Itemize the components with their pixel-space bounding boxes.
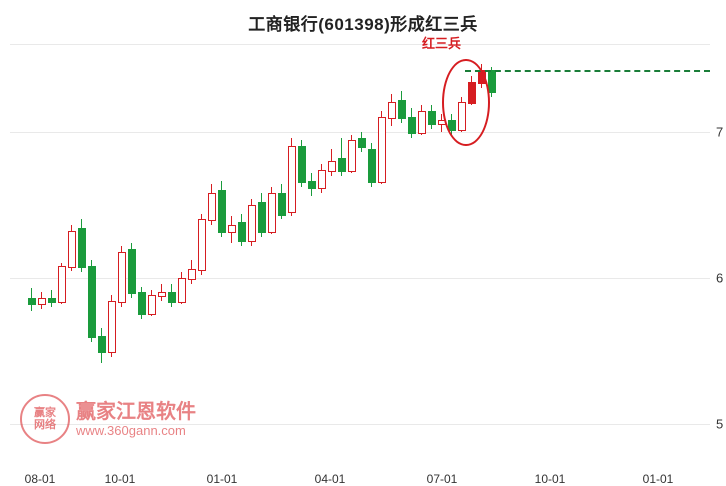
candle-body	[188, 269, 196, 280]
watermark: 赢家 网络 赢家江恩软件 www.360gann.com	[20, 394, 196, 444]
candle-body	[58, 266, 66, 304]
candle-body	[268, 193, 276, 234]
candle-body	[368, 149, 376, 184]
candle-body	[218, 190, 226, 234]
candle-body	[408, 117, 416, 134]
candle-body	[278, 193, 286, 216]
watermark-brand: 赢家江恩软件	[76, 400, 196, 423]
x-tick-label: 01-01	[642, 472, 674, 486]
candlestick-chart: 工商银行(601398)形成红三兵 红三兵 5 6 7 08-01 10-01 01-0…	[10, 15, 724, 486]
candle-wick	[341, 137, 342, 176]
x-tick-label: 10-01	[104, 472, 136, 486]
candle-body	[398, 99, 406, 120]
y-tick-label: 7	[716, 124, 724, 140]
candle-body	[78, 228, 86, 269]
candle-body	[388, 102, 396, 120]
candle-body	[178, 277, 186, 304]
pattern-label: 红三兵	[422, 35, 462, 51]
candle-body	[138, 292, 146, 315]
y-tick-label: 5	[716, 416, 724, 432]
candle-body	[118, 251, 126, 304]
candle-body	[48, 298, 56, 304]
x-tick-label: 08-01	[24, 472, 56, 486]
candle-body	[208, 193, 216, 222]
candle-body	[488, 70, 496, 93]
candle-body	[328, 160, 336, 172]
candle-body	[428, 111, 436, 125]
watermark-texts: 赢家江恩软件 www.360gann.com	[76, 401, 196, 438]
chart-title: 工商银行(601398)形成红三兵	[248, 15, 478, 34]
candle-body	[358, 137, 366, 149]
gridline	[10, 131, 710, 133]
candle-body	[88, 266, 96, 339]
candle-body	[318, 169, 326, 190]
y-tick-label: 6	[716, 270, 724, 286]
candle-body	[108, 301, 116, 353]
gridline	[10, 424, 710, 425]
candle-body	[128, 248, 136, 295]
candle-body	[68, 231, 76, 269]
x-tick-label: 04-01	[314, 472, 346, 486]
candle-body	[198, 219, 206, 272]
watermark-seal-icon: 赢家 网络	[20, 394, 70, 444]
candle-body	[418, 111, 426, 134]
pattern-highlight-ellipse	[442, 58, 490, 147]
candle-body	[98, 336, 106, 353]
x-tick-label: 10-01	[534, 472, 566, 486]
candle-body	[248, 204, 256, 242]
x-tick-label: 01-01	[206, 472, 238, 486]
level-line	[465, 70, 710, 73]
candle-body	[308, 181, 316, 190]
gridline	[10, 44, 710, 45]
candle-body	[238, 222, 246, 242]
candle-body	[258, 201, 266, 234]
candle-body	[158, 292, 166, 298]
candle-body	[338, 158, 346, 172]
candle-body	[288, 146, 296, 213]
candle-body	[228, 225, 236, 234]
candle-body	[348, 140, 356, 172]
gridline	[10, 277, 710, 279]
candle-body	[28, 298, 36, 305]
candle-body	[378, 117, 386, 184]
x-tick-label: 07-01	[426, 472, 458, 486]
candle-body	[38, 298, 46, 305]
candle-body	[148, 295, 156, 315]
plot-area: 红三兵 5 6 7 08-01 10-01 01-01 04-01 07-01 10-01 01…	[10, 36, 723, 486]
watermark-url: www.360gann.com	[76, 422, 186, 438]
candle-body	[168, 292, 176, 304]
candle-body	[298, 146, 306, 184]
